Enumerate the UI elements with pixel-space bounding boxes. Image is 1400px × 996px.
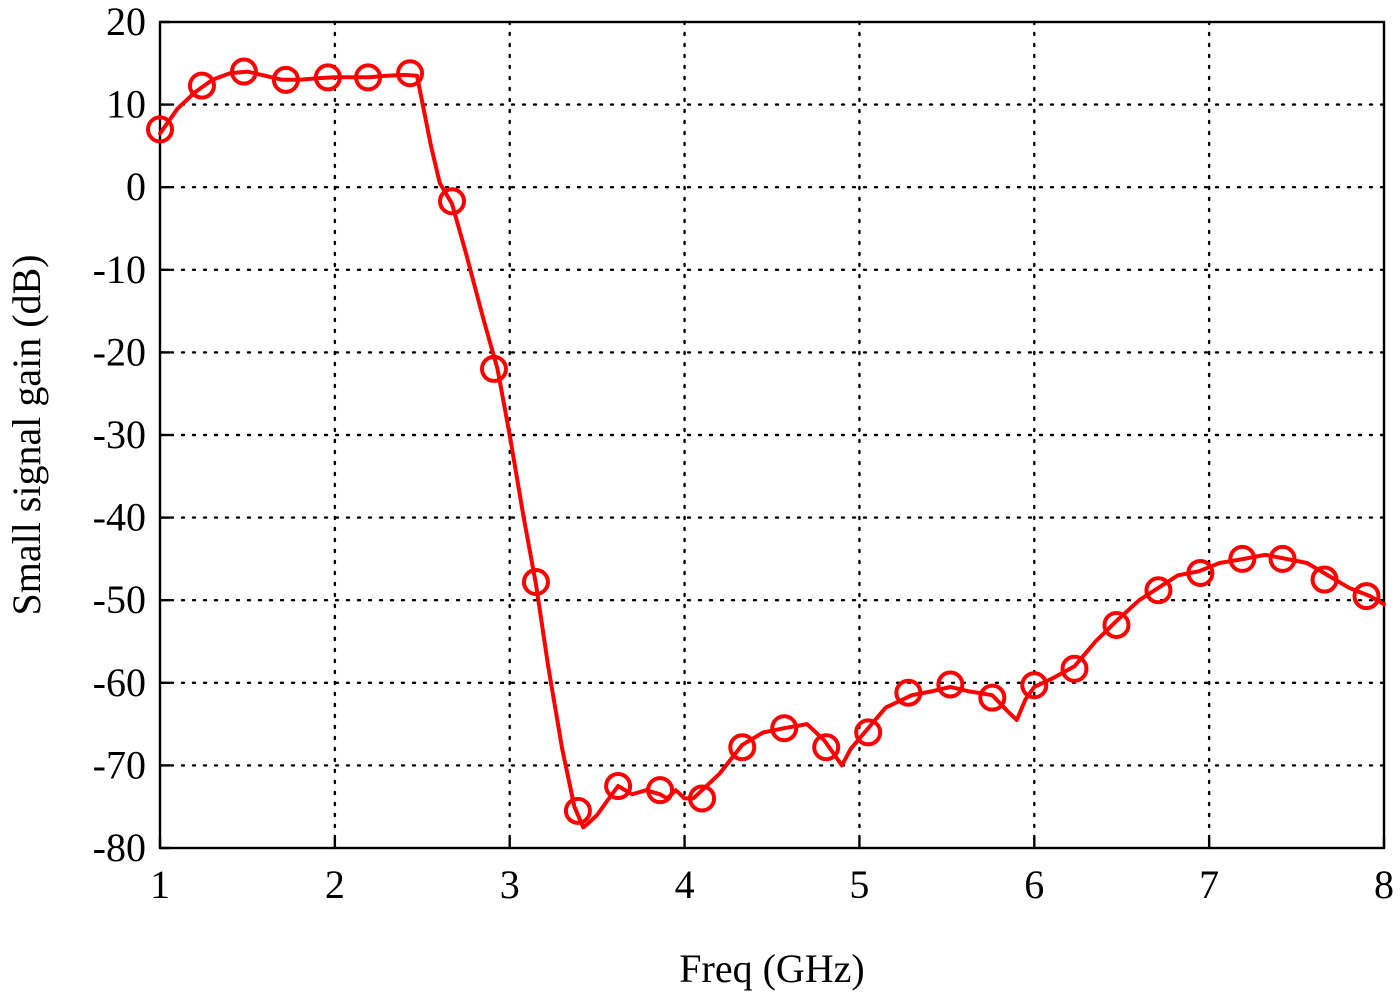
x-tick-label: 5 xyxy=(849,862,869,907)
data-point-marker xyxy=(229,57,258,86)
data-point-marker xyxy=(1268,544,1297,573)
data-point-marker xyxy=(313,63,342,92)
data-point-marker xyxy=(354,63,383,92)
plot-frame xyxy=(158,20,1386,850)
y-tick-label: -40 xyxy=(93,495,146,540)
data-point-marker xyxy=(728,733,757,762)
data-point-marker xyxy=(1228,544,1257,573)
data-point-marker xyxy=(1060,654,1089,683)
data-point-marker xyxy=(1144,576,1173,605)
x-tick-label: 3 xyxy=(500,862,520,907)
y-tick-label: -70 xyxy=(93,742,146,787)
x-tick-label: 1 xyxy=(150,862,170,907)
y-tick-label: -20 xyxy=(93,329,146,374)
data-point-marker xyxy=(894,678,923,707)
x-axis-title: Freq (GHz) xyxy=(679,946,865,991)
data-point-marker xyxy=(936,670,965,699)
y-axis-title: Small signal gain (dB) xyxy=(4,254,49,615)
y-tick-label: -60 xyxy=(93,660,146,705)
x-tick-label: 2 xyxy=(325,862,345,907)
data-point-marker xyxy=(1102,610,1131,639)
data-point-marker xyxy=(854,718,883,747)
data-point-marker xyxy=(770,714,799,743)
data-point-marker xyxy=(396,59,425,88)
y-tick-label: -30 xyxy=(93,412,146,457)
data-point-marker xyxy=(1310,565,1339,594)
data-point-marker xyxy=(187,71,216,100)
data-point-marker xyxy=(271,65,300,94)
data-point-marker xyxy=(438,187,467,216)
y-tick-labels: 20 10 0 -10 -20 -30 -40 -50 -60 -70 -80 xyxy=(93,0,146,870)
data-point-marker xyxy=(812,733,841,762)
data-point-marker xyxy=(521,568,550,597)
x-tick-labels: 1 2 3 4 5 6 7 8 xyxy=(150,862,1394,907)
y-tick-label: 10 xyxy=(106,82,146,127)
data-point-marker xyxy=(563,796,592,825)
y-tick-label: -50 xyxy=(93,577,146,622)
axis-ticks xyxy=(158,20,1386,850)
y-tick-label: -10 xyxy=(93,247,146,292)
data-point-marker xyxy=(688,784,717,813)
data-point-marker xyxy=(479,354,508,383)
series-line xyxy=(158,69,1386,830)
data-point-marker xyxy=(978,683,1007,712)
y-tick-label: 20 xyxy=(106,0,146,44)
x-tick-label: 6 xyxy=(1024,862,1044,907)
data-point-marker xyxy=(1352,582,1381,611)
x-tick-label: 4 xyxy=(675,862,695,907)
y-tick-label: 0 xyxy=(126,164,146,209)
data-series xyxy=(146,57,1386,830)
data-point-marker xyxy=(604,772,633,801)
x-tick-label: 8 xyxy=(1374,862,1394,907)
data-point-marker xyxy=(1020,671,1049,700)
y-tick-label: -80 xyxy=(93,825,146,870)
data-point-marker xyxy=(646,776,675,805)
x-tick-label: 7 xyxy=(1199,862,1219,907)
data-point-marker xyxy=(146,115,174,144)
data-point-marker xyxy=(1186,558,1215,587)
